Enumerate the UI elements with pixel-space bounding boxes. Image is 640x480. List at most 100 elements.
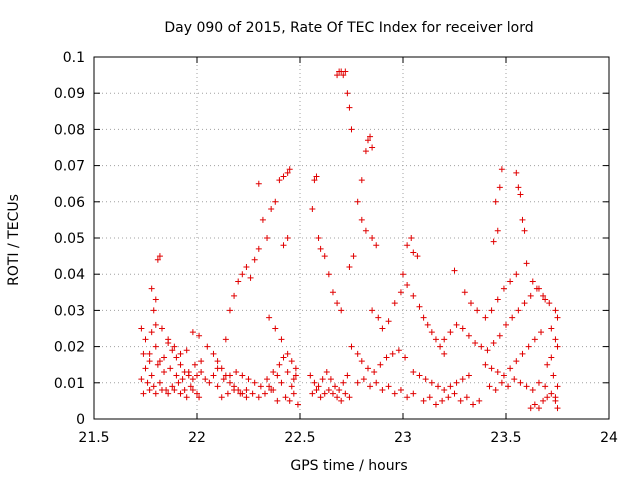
data-point xyxy=(503,321,509,328)
data-point xyxy=(490,339,497,346)
data-point xyxy=(187,383,194,390)
data-point xyxy=(488,365,495,372)
data-point xyxy=(424,321,431,328)
data-point xyxy=(268,206,275,213)
data-point xyxy=(231,292,238,299)
data-point xyxy=(185,368,192,375)
data-point xyxy=(554,343,561,350)
data-point xyxy=(453,321,460,328)
data-point xyxy=(478,343,485,350)
y-tick-label: 0.06 xyxy=(54,195,85,211)
data-point xyxy=(498,379,505,386)
data-point xyxy=(294,401,301,408)
data-point xyxy=(284,235,291,241)
data-point xyxy=(410,368,417,375)
data-point xyxy=(465,332,472,339)
data-point xyxy=(529,387,536,394)
data-point xyxy=(391,300,398,307)
data-point xyxy=(146,350,153,357)
data-point xyxy=(346,394,353,401)
data-point xyxy=(284,169,291,176)
data-point xyxy=(373,242,380,249)
data-point xyxy=(340,379,347,386)
data-point xyxy=(346,104,353,111)
data-point xyxy=(548,390,555,397)
data-point xyxy=(251,256,258,263)
data-point xyxy=(315,383,322,390)
data-point xyxy=(548,325,555,332)
data-point xyxy=(505,383,512,390)
data-point xyxy=(509,314,516,321)
data-point xyxy=(490,238,497,245)
data-point xyxy=(169,383,176,390)
data-point xyxy=(286,397,293,404)
data-point xyxy=(334,72,341,79)
data-point xyxy=(156,379,163,386)
data-point xyxy=(542,296,549,303)
data-point xyxy=(226,307,233,314)
x-tick-label: 24 xyxy=(600,430,618,446)
data-point xyxy=(311,177,318,184)
data-point xyxy=(264,235,271,241)
data-point xyxy=(148,285,155,292)
data-point xyxy=(344,372,351,379)
data-point xyxy=(243,387,250,394)
data-point xyxy=(181,387,188,394)
data-point xyxy=(177,350,184,357)
data-point xyxy=(362,148,369,155)
data-point xyxy=(519,350,526,357)
data-point xyxy=(196,394,203,401)
data-point xyxy=(544,394,551,401)
data-point xyxy=(447,383,454,390)
data-point xyxy=(274,372,281,379)
data-point xyxy=(152,321,159,328)
data-point xyxy=(521,300,528,307)
data-point xyxy=(214,383,221,390)
data-point xyxy=(317,245,324,252)
data-point xyxy=(249,390,256,397)
data-point xyxy=(445,394,452,401)
data-point xyxy=(535,405,542,412)
data-point xyxy=(284,350,291,357)
data-point xyxy=(239,372,246,379)
data-point xyxy=(148,329,155,336)
data-point xyxy=(158,387,165,394)
data-point xyxy=(488,307,495,314)
data-point xyxy=(354,198,361,205)
data-point xyxy=(226,379,233,386)
data-point xyxy=(222,336,229,343)
data-point xyxy=(272,198,279,205)
data-point xyxy=(486,383,493,390)
y-tick-label: 0.05 xyxy=(54,231,85,247)
data-point xyxy=(492,198,499,205)
data-point xyxy=(420,397,427,404)
data-point xyxy=(531,336,538,343)
data-point xyxy=(428,329,435,336)
data-point xyxy=(400,271,406,278)
data-point xyxy=(183,394,190,401)
data-point xyxy=(220,376,227,383)
data-point xyxy=(161,368,168,375)
data-point xyxy=(274,397,281,404)
data-point xyxy=(334,300,341,307)
data-point xyxy=(264,376,271,383)
data-point xyxy=(482,314,489,321)
data-point xyxy=(342,390,349,397)
data-point xyxy=(414,253,421,260)
data-point xyxy=(266,383,273,390)
data-point xyxy=(523,383,530,390)
data-point xyxy=(402,354,409,361)
data-point xyxy=(325,387,332,394)
data-point xyxy=(233,368,240,375)
data-point xyxy=(348,126,355,133)
data-point xyxy=(482,361,489,368)
data-point xyxy=(272,325,279,332)
data-point xyxy=(243,263,250,270)
data-point xyxy=(309,390,316,397)
data-point xyxy=(420,314,427,321)
data-point xyxy=(198,368,205,375)
data-point xyxy=(369,307,376,314)
data-point xyxy=(154,256,161,263)
y-tick-label: 0.09 xyxy=(54,86,85,102)
y-tick-label: 0.08 xyxy=(54,122,85,138)
